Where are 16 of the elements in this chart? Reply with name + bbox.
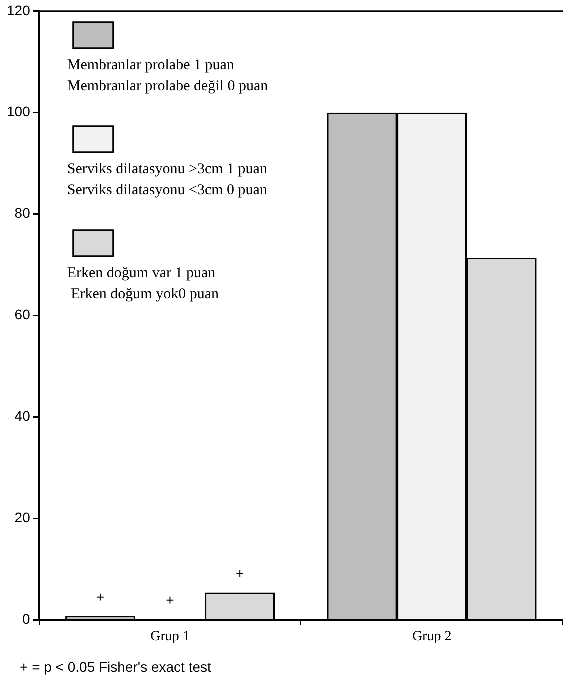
y-tick-label: 0 [22,611,31,628]
annotation: + [236,566,244,582]
annotation: + [96,589,105,605]
legend-label: Erken doğum var 1 puan Erken doğum yok0 puan [67,265,220,302]
y-tick-label: 80 [14,205,31,222]
legend-label: Serviks dilatasyonu >3cm 1 puan Serviks dilatasyonu <3cm 0 puan [67,161,268,198]
legend-label: Membranlar prolabe 1 puan Membranlar prolabe değil 0 puan [67,57,269,94]
y-tick-label: 40 [14,408,31,424]
y-tick-label: 100 [7,104,31,120]
y-tick-label: 20 [14,510,31,526]
x-tick-label: Grup 2 [412,629,452,644]
annotation: + [166,592,174,608]
y-tick-label: 120 [7,2,31,18]
y-tick-label: 60 [14,306,31,323]
text: + = p < 0.05 Fisher's exact test [20,658,212,675]
x-tick-label: Grup 1 [150,629,190,644]
